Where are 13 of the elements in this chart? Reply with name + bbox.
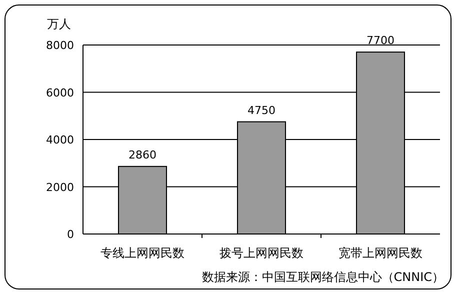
y-tick-label: 4000	[46, 134, 74, 146]
y-tick-label: 8000	[46, 39, 74, 52]
source-note: 数据来源：中国互联网络信息中心（CNNIC）	[202, 270, 444, 284]
y-axis-title: 万人	[47, 17, 71, 31]
data-label: 4750	[248, 104, 276, 117]
y-tick-label: 6000	[46, 86, 74, 100]
x-tick-label: 宽带上网网民数	[338, 246, 422, 260]
x-tick-label: 专线上网网民数	[100, 246, 184, 260]
data-label: 7700	[366, 34, 394, 48]
data-label: 2860	[128, 148, 156, 162]
y-tick-label: 2000	[46, 180, 74, 194]
y-tick-label: 0	[67, 228, 74, 241]
x-tick-label: 拨号上网网民数	[220, 246, 304, 260]
